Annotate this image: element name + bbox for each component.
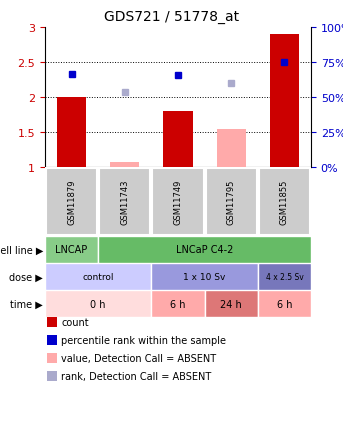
Text: cell line ▶: cell line ▶ [0, 245, 43, 255]
Text: percentile rank within the sample: percentile rank within the sample [61, 335, 226, 345]
Text: control: control [82, 273, 114, 281]
Bar [163, 112, 193, 168]
Text: LNCaP C4-2: LNCaP C4-2 [176, 245, 233, 255]
Bar [45, 237, 98, 263]
Text: GSM11743: GSM11743 [120, 179, 129, 225]
Text: GSM11795: GSM11795 [227, 179, 236, 225]
Bar [216, 129, 246, 168]
Bar [151, 263, 258, 290]
Text: 6 h: 6 h [170, 299, 186, 309]
Bar [205, 290, 258, 317]
Bar [151, 290, 205, 317]
Text: value, Detection Call = ABSENT: value, Detection Call = ABSENT [61, 353, 216, 363]
Text: 24 h: 24 h [220, 299, 242, 309]
Text: rank, Detection Call = ABSENT: rank, Detection Call = ABSENT [61, 371, 211, 381]
Bar [98, 237, 311, 263]
Text: GSM11879: GSM11879 [67, 179, 76, 225]
Bar [99, 169, 150, 235]
Bar [45, 290, 151, 317]
Text: time ▶: time ▶ [10, 299, 43, 309]
Bar [258, 290, 311, 317]
Bar [57, 98, 86, 168]
Text: 6 h: 6 h [277, 299, 292, 309]
Bar [110, 163, 140, 168]
Text: count: count [61, 317, 88, 327]
Text: LNCAP: LNCAP [56, 245, 88, 255]
Text: 0 h: 0 h [91, 299, 106, 309]
Text: 1 x 10 Sv: 1 x 10 Sv [184, 273, 226, 281]
Bar [258, 263, 311, 290]
Text: GSM11855: GSM11855 [280, 179, 289, 225]
Text: GDS721 / 51778_at: GDS721 / 51778_at [104, 10, 239, 24]
Bar [206, 169, 257, 235]
Text: 4 x 2.5 Sv: 4 x 2.5 Sv [265, 273, 303, 281]
Bar [45, 263, 151, 290]
Bar [153, 169, 203, 235]
Bar [270, 35, 299, 168]
Text: GSM11749: GSM11749 [174, 179, 182, 225]
Bar [259, 169, 310, 235]
Text: dose ▶: dose ▶ [9, 272, 43, 282]
Bar [46, 169, 97, 235]
